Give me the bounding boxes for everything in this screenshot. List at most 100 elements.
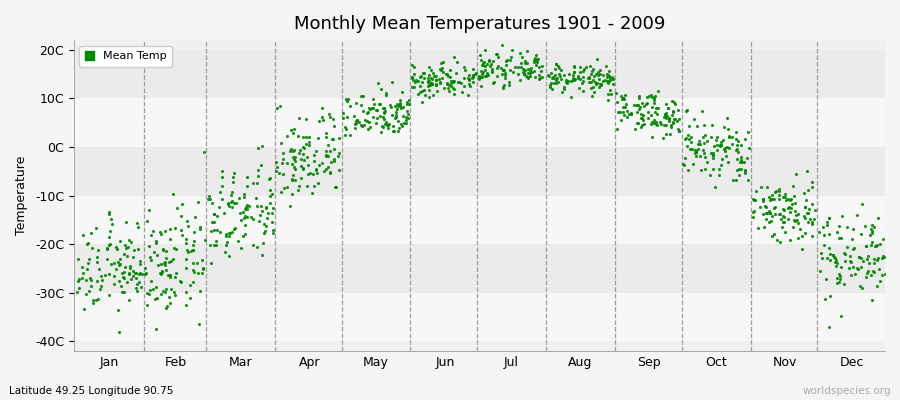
Point (802, 206, 816, 212)
Point (146, 228, 160, 234)
Point (377, 105, 392, 111)
Point (339, 114, 354, 120)
Point (813, 268, 827, 274)
Point (864, 222, 878, 228)
Point (634, 100, 649, 107)
Point (156, 246, 170, 253)
Point (771, 188, 786, 194)
Point (285, 148, 300, 154)
Point (469, 70, 483, 76)
Point (100, 244, 114, 251)
Point (363, 124, 377, 130)
Point (635, 121, 650, 128)
Point (461, 74, 475, 81)
Point (525, 69, 539, 75)
Point (670, 107, 685, 114)
Point (428, 82, 443, 88)
Point (788, 218, 802, 224)
Point (377, 116, 392, 122)
Point (630, 102, 644, 109)
Point (99, 256, 113, 262)
Point (209, 238, 223, 244)
Point (126, 253, 140, 260)
Point (665, 98, 680, 104)
Point (296, 166, 310, 172)
Point (207, 211, 221, 217)
Point (436, 68, 450, 75)
Point (646, 96, 661, 103)
Point (144, 232, 158, 239)
Point (321, 142, 336, 148)
Point (215, 168, 230, 174)
Point (440, 70, 454, 77)
Point (300, 182, 314, 189)
Point (319, 134, 333, 141)
Point (632, 106, 646, 112)
Point (822, 324, 836, 330)
Point (616, 96, 631, 103)
Point (846, 244, 860, 251)
Point (588, 79, 602, 86)
Point (130, 224, 145, 230)
Point (764, 191, 778, 198)
Point (859, 274, 873, 280)
Point (287, 146, 302, 153)
Point (347, 121, 362, 128)
Point (442, 88, 456, 94)
Point (532, 75, 546, 82)
Point (86, 245, 100, 252)
Point (447, 86, 462, 92)
Point (168, 273, 183, 280)
Point (662, 105, 676, 112)
Point (812, 228, 826, 235)
Point (129, 270, 143, 276)
Point (379, 90, 393, 96)
Point (325, 136, 339, 142)
Point (122, 264, 137, 271)
Point (741, 177, 755, 184)
Point (518, 58, 533, 65)
Point (428, 76, 443, 83)
Point (864, 241, 878, 248)
Point (107, 281, 122, 287)
Point (829, 262, 843, 269)
Point (500, 58, 514, 65)
Point (852, 254, 867, 260)
Point (722, 134, 736, 140)
Point (697, 150, 711, 156)
Point (296, 144, 310, 150)
Point (454, 80, 469, 87)
Point (541, 73, 555, 79)
Point (631, 120, 645, 126)
Point (220, 200, 235, 206)
Point (521, 74, 535, 80)
Point (415, 99, 429, 106)
Point (287, 164, 302, 170)
Point (875, 255, 889, 261)
Point (680, 108, 694, 114)
Point (377, 110, 392, 116)
Point (695, 107, 709, 114)
Point (624, 109, 638, 116)
Point (94, 283, 108, 290)
Point (243, 213, 257, 220)
Point (601, 91, 616, 97)
Point (482, 56, 497, 63)
Point (135, 271, 149, 277)
Point (147, 248, 161, 255)
Point (387, 128, 401, 134)
Point (382, 120, 397, 127)
Point (179, 256, 194, 262)
Point (846, 226, 860, 232)
Point (269, 168, 284, 174)
Point (84, 230, 98, 237)
Point (126, 273, 140, 279)
Point (494, 65, 508, 72)
Point (832, 222, 847, 229)
Point (142, 207, 157, 214)
Point (573, 64, 588, 70)
Point (482, 63, 497, 70)
Point (546, 75, 561, 82)
Point (756, 211, 770, 217)
Point (238, 222, 253, 228)
